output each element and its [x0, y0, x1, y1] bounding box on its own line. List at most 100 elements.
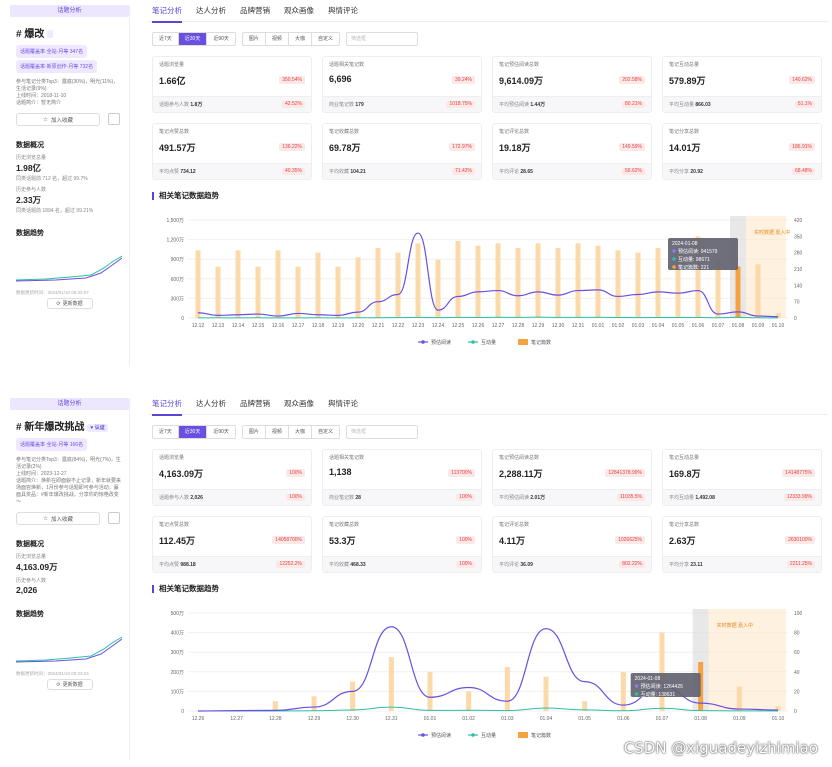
- refresh-button[interactable]: ⟳ 更新数据: [46, 298, 93, 309]
- bar-notes[interactable]: [755, 264, 761, 318]
- bar-notes[interactable]: [659, 632, 665, 711]
- tab-3[interactable]: 品牌营销: [240, 5, 270, 15]
- legend-label[interactable]: 预估阅读: [431, 339, 451, 346]
- bar-notes[interactable]: [715, 259, 721, 318]
- bar-notes[interactable]: [435, 259, 441, 318]
- bar-notes[interactable]: [355, 257, 361, 318]
- bar-notes[interactable]: [235, 250, 241, 318]
- footer-label: 平均预估阅读: [499, 102, 531, 108]
- bar-notes[interactable]: [736, 686, 742, 712]
- range-selector: 近7天 近30天 近90天: [152, 32, 236, 46]
- bar-notes[interactable]: [655, 248, 661, 318]
- line-reads[interactable]: [197, 626, 779, 712]
- line-interactions[interactable]: [197, 706, 779, 712]
- range-option[interactable]: 近7天: [153, 33, 179, 45]
- y-left-tick: 300万: [171, 296, 184, 302]
- refresh-button[interactable]: ⟳ 更新数据: [46, 679, 93, 690]
- bar-notes[interactable]: [635, 252, 641, 318]
- footer-label: 平均互动量: [669, 495, 696, 501]
- hist-users-rank: 同类话题前 1894 名，超过 99.21%: [16, 208, 94, 214]
- bar-notes[interactable]: [575, 243, 581, 318]
- qrcode-icon[interactable]: [108, 113, 120, 125]
- bar-notes[interactable]: [698, 662, 704, 711]
- bar-notes[interactable]: [555, 248, 561, 318]
- range-option[interactable]: 近90天: [213, 36, 229, 42]
- bar-notes[interactable]: [195, 250, 201, 318]
- filter-select[interactable]: 筛选框: [345, 425, 418, 439]
- bar-notes[interactable]: [535, 243, 541, 318]
- bar-notes[interactable]: [615, 250, 621, 318]
- type-option[interactable]: 图片: [243, 33, 266, 45]
- bar-notes[interactable]: [515, 248, 521, 318]
- bar-notes[interactable]: [466, 691, 472, 711]
- qrcode-icon[interactable]: [108, 512, 120, 524]
- legend-label[interactable]: 笔记篇数: [531, 732, 551, 739]
- bar-notes[interactable]: [775, 706, 781, 711]
- tab-5[interactable]: 舆情评论: [328, 398, 358, 408]
- metric-label: 笔记分享总数: [669, 522, 700, 528]
- hist-users-value: 2,026: [16, 585, 38, 595]
- bar-notes[interactable]: [495, 243, 501, 318]
- type-option[interactable]: 视频: [266, 426, 289, 438]
- add-favorite-button[interactable]: ☆ 加入收藏: [16, 113, 100, 126]
- range-option[interactable]: 近30天: [178, 426, 208, 438]
- bar-notes[interactable]: [272, 701, 278, 711]
- type-option[interactable]: 视频: [266, 33, 289, 45]
- type-option[interactable]: 大咖: [289, 33, 312, 45]
- bar-notes[interactable]: [595, 245, 601, 318]
- bar-notes[interactable]: [388, 657, 394, 711]
- legend-label[interactable]: 预估阅读: [431, 732, 451, 739]
- bar-notes[interactable]: [735, 266, 741, 318]
- x-tick: 12.26: [472, 323, 485, 329]
- main-content: 笔记分析 达人分析 品牌营销 观众画像 舆情评论 近7天 近30天 近90天 图片 视频 大咖自…: [148, 393, 828, 748]
- bar-notes[interactable]: [350, 681, 356, 711]
- range-option[interactable]: 近7天: [153, 426, 179, 438]
- tab-3[interactable]: 品牌营销: [240, 398, 270, 408]
- x-tick: 12.25: [452, 323, 465, 329]
- type-option[interactable]: 自定义: [317, 429, 333, 435]
- type-option[interactable]: 大咖: [289, 426, 312, 438]
- bar-notes[interactable]: [543, 676, 549, 711]
- bar-notes[interactable]: [415, 243, 421, 318]
- type-option[interactable]: 自定义: [317, 36, 333, 42]
- bar-notes[interactable]: [504, 666, 510, 711]
- range-option[interactable]: 近30天: [178, 33, 208, 45]
- bar-notes[interactable]: [395, 252, 401, 318]
- bar-notes[interactable]: [620, 671, 626, 711]
- bar-notes[interactable]: [582, 701, 588, 711]
- bar-notes[interactable]: [311, 696, 317, 711]
- add-favorite-button[interactable]: ☆ 加入收藏: [16, 512, 100, 525]
- tab-1[interactable]: 笔记分析: [152, 0, 182, 23]
- type-option[interactable]: 图片: [243, 426, 266, 438]
- bar-notes[interactable]: [295, 266, 301, 318]
- tab-2[interactable]: 达人分析: [196, 398, 226, 408]
- filter-select[interactable]: 筛选框: [345, 32, 418, 46]
- bar-notes[interactable]: [675, 250, 681, 318]
- tooltip-line: 预估阅读: 1264425: [641, 683, 683, 690]
- tab-2[interactable]: 达人分析: [196, 5, 226, 15]
- tab-5[interactable]: 舆情评论: [328, 5, 358, 15]
- bar-notes[interactable]: [455, 241, 461, 318]
- tab-4[interactable]: 观众画像: [284, 398, 314, 408]
- bar-notes[interactable]: [315, 252, 321, 318]
- metric-grid: 话题浏览量 1.66亿 350.54% 话题参与人数 1.8万 42.52% 话题相关笔记…: [152, 56, 828, 180]
- legend-label[interactable]: 笔记篇数: [531, 339, 551, 346]
- bar-notes[interactable]: [375, 248, 381, 318]
- y-right-tick: 140: [794, 283, 803, 289]
- tab-4[interactable]: 观众画像: [284, 5, 314, 15]
- line-interactions[interactable]: [197, 316, 779, 319]
- bar-notes[interactable]: [275, 250, 281, 318]
- metric-label: 笔记评论总数: [499, 522, 530, 528]
- bar-notes[interactable]: [215, 266, 221, 318]
- bar-notes[interactable]: [775, 313, 781, 318]
- tab-1[interactable]: 笔记分析: [152, 393, 182, 416]
- line-reads[interactable]: [197, 232, 779, 318]
- bar-notes[interactable]: [695, 236, 701, 318]
- legend-label[interactable]: 互动量: [481, 732, 496, 739]
- bar-notes[interactable]: [475, 245, 481, 318]
- bar-notes[interactable]: [255, 266, 261, 318]
- bar-notes[interactable]: [427, 671, 433, 711]
- range-option[interactable]: 近90天: [213, 429, 229, 435]
- bar-notes[interactable]: [335, 266, 341, 318]
- legend-label[interactable]: 互动量: [481, 339, 496, 346]
